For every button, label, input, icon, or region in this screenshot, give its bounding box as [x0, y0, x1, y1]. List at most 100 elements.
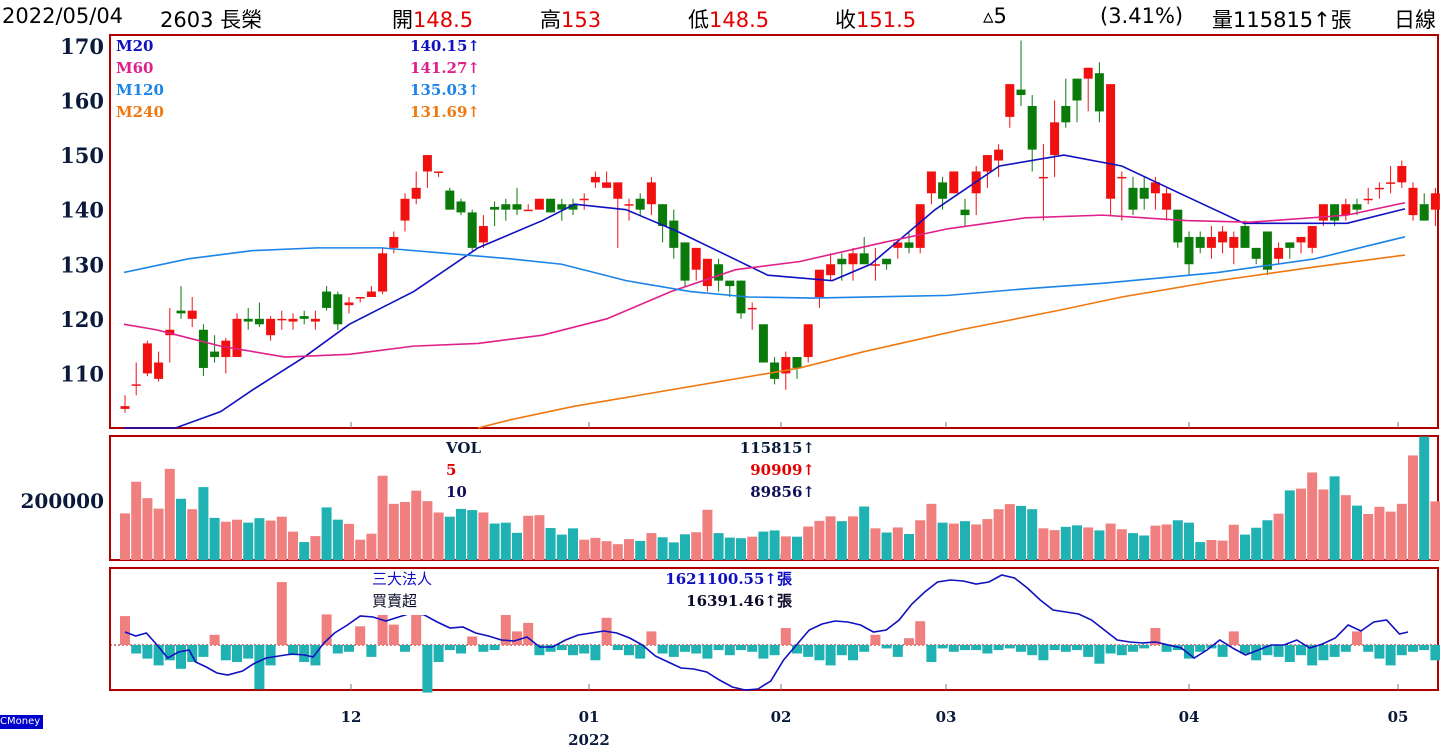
- net-sell-bar: [1318, 645, 1329, 661]
- volume-bar-up: [1385, 511, 1396, 560]
- candle-up: [848, 253, 858, 265]
- candle-up: [478, 226, 488, 243]
- volume-bar-up: [870, 528, 881, 560]
- candle-up: [422, 155, 432, 172]
- candle-down: [299, 316, 309, 319]
- net-sell-bar: [332, 645, 343, 654]
- volume-bar-up: [926, 503, 937, 560]
- candle-up: [434, 171, 444, 173]
- candle-down: [557, 204, 567, 210]
- candle-down: [770, 362, 780, 379]
- candle-up: [411, 187, 421, 199]
- volume-bar-down: [724, 537, 735, 560]
- stock-name: 2603 長榮: [160, 8, 263, 32]
- net-sell-bar: [176, 645, 186, 669]
- net-buy-bar: [904, 638, 914, 645]
- volume-legend-name: 10: [446, 483, 467, 501]
- candle-up: [803, 324, 813, 358]
- high-value: 153: [561, 8, 602, 32]
- open-value: 148.5: [413, 8, 474, 32]
- candle-down: [1173, 209, 1183, 243]
- volume-bar-down: [545, 528, 556, 560]
- net-sell-bar: [1161, 645, 1172, 652]
- volume-bar-up: [1340, 495, 1351, 560]
- net-buy-bar: [646, 631, 657, 645]
- net-buy-bar: [512, 631, 522, 645]
- candle-up: [1408, 187, 1418, 216]
- volume-bar-down: [332, 519, 343, 560]
- volume-bar-down: [1262, 520, 1273, 560]
- candle-up: [1038, 176, 1048, 179]
- net-sell-bar: [1273, 645, 1284, 657]
- volume-legend-value: 90909↑: [750, 461, 815, 479]
- net-sell-bar: [568, 645, 578, 656]
- volume-y-tick: 200000: [21, 489, 105, 513]
- ma-line-m240: [477, 254, 1406, 429]
- volume-bar-up: [411, 490, 422, 560]
- ma-legend-value: 135.03↑: [410, 81, 480, 99]
- volume-bar-down: [1419, 436, 1430, 560]
- net-sell-bar: [702, 645, 713, 659]
- volume-bar-up: [892, 527, 903, 560]
- candle-up: [120, 406, 130, 409]
- volume-bar-down: [209, 517, 220, 560]
- candle-up: [1106, 84, 1116, 199]
- candle-down: [635, 198, 645, 210]
- y-tick-label: 120: [60, 307, 104, 332]
- candle-down: [882, 258, 892, 265]
- volume-legend-name: VOL: [445, 439, 481, 457]
- net-sell-bar: [1027, 645, 1038, 656]
- net-buy-bar: [321, 614, 332, 645]
- candle-up: [1206, 236, 1216, 248]
- ma-line-m20: [124, 154, 1406, 429]
- candle-up: [994, 149, 1004, 161]
- net-buy-bar: [915, 621, 926, 645]
- y-tick-label: 160: [60, 89, 104, 114]
- volume-bar-up: [120, 513, 130, 560]
- candle-up: [814, 269, 824, 297]
- candle-up: [613, 182, 623, 199]
- volume-bar-up: [220, 521, 231, 560]
- net-sell-bar: [612, 645, 623, 651]
- volume-bar-up: [1083, 527, 1094, 560]
- candle-up: [400, 198, 410, 221]
- candle-down: [210, 351, 220, 358]
- net-sell-bar: [1004, 645, 1015, 649]
- candle-up: [949, 171, 959, 194]
- ma-legend-name: M240: [116, 103, 164, 121]
- candle-up: [523, 209, 533, 212]
- volume-bar-up: [142, 498, 153, 560]
- volume-bar-down: [299, 542, 310, 560]
- net-buy-bar: [1352, 631, 1362, 645]
- candle-down: [546, 198, 556, 213]
- volume-bar-up: [1363, 513, 1374, 560]
- candle-down: [658, 204, 668, 227]
- volume-bar-down: [456, 508, 466, 560]
- candle-down: [445, 190, 455, 210]
- net-sell-bar: [489, 645, 500, 651]
- volume-legend-name: 5: [446, 461, 456, 479]
- net-sell-bar: [153, 645, 164, 666]
- volume-bar-up: [265, 520, 276, 560]
- institutional-legend-name: 三大法人: [372, 570, 432, 588]
- net-sell-bar: [142, 645, 153, 659]
- net-buy-bar: [355, 626, 366, 645]
- volume-bar-down: [960, 521, 970, 560]
- net-sell-bar: [400, 645, 410, 652]
- net-sell-bar: [680, 645, 690, 652]
- volume-bar-up: [1228, 524, 1239, 560]
- net-sell-bar: [220, 645, 231, 661]
- volume-bar-down: [1139, 535, 1150, 560]
- candle-up: [602, 182, 612, 188]
- volume-label: 量: [1212, 8, 1233, 32]
- candle-up: [579, 198, 589, 201]
- change-percent: (3.41%): [1100, 4, 1184, 28]
- volume-bar-up: [803, 526, 814, 560]
- candle-up: [142, 343, 152, 374]
- volume-bar-down: [881, 532, 892, 560]
- volume-legend-value: 115815↑: [740, 439, 815, 457]
- candle-up: [310, 318, 320, 322]
- volume-bar-down: [904, 534, 914, 560]
- net-sell-bar: [243, 645, 254, 659]
- net-sell-bar: [892, 645, 903, 657]
